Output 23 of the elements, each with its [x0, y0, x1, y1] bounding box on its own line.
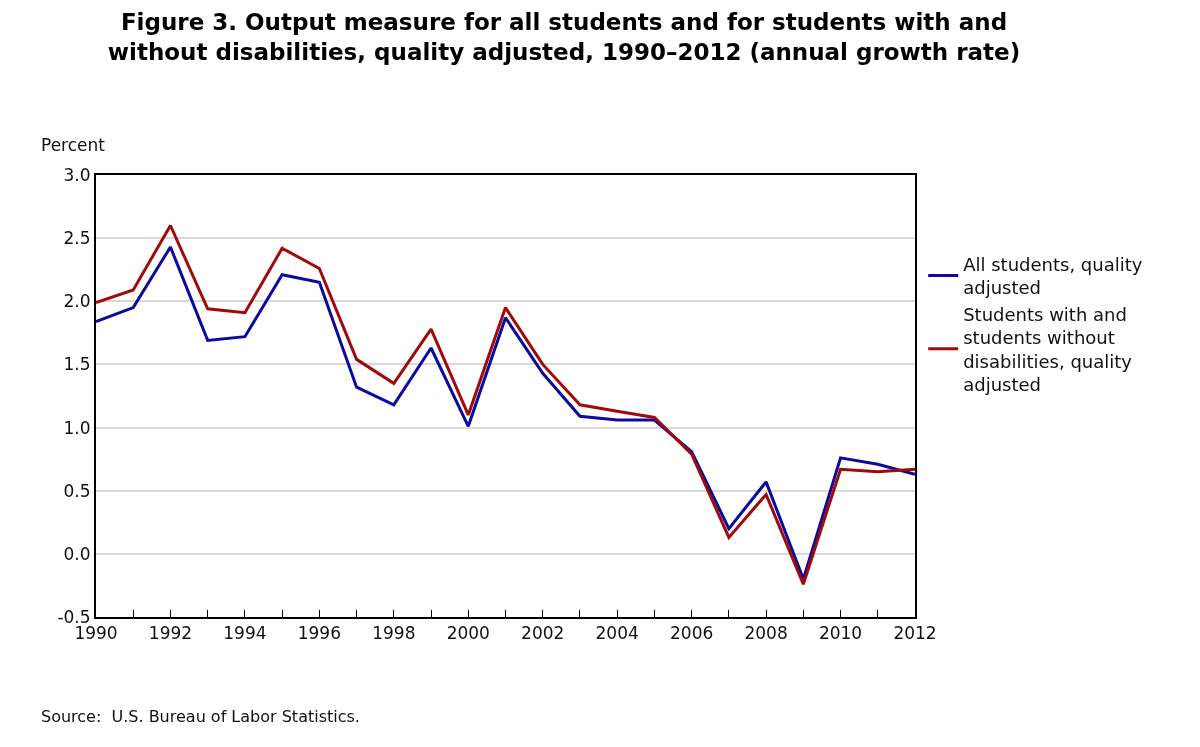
source-note: Source: U.S. Bureau of Labor Statistics.	[41, 707, 360, 726]
x-tick-label: 1992	[148, 623, 193, 644]
x-tick-label: 1996	[297, 623, 341, 644]
x-tick-label: 2006	[670, 623, 714, 644]
legend-label: All students, quality adjusted	[963, 253, 1143, 299]
x-tick-label: 1994	[223, 623, 267, 644]
y-tick-label: 3.0	[63, 164, 91, 185]
y-tick-label: 2.5	[63, 228, 91, 249]
y-tick-label: 2.0	[63, 291, 91, 312]
x-tick-label: 1998	[372, 623, 416, 644]
y-tick-label: 0.0	[63, 543, 91, 564]
y-tick-label: 1.5	[63, 354, 91, 375]
legend-label: Students with and students without disabilities, quality adjusted	[963, 303, 1133, 395]
x-tick-label: 2010	[818, 623, 863, 644]
x-tick-label: 2000	[446, 623, 490, 644]
x-tick-label: 2012	[893, 623, 937, 644]
x-tick-label: 2008	[744, 623, 788, 644]
x-tick-label: 2002	[521, 623, 565, 644]
y-tick-label: 1.0	[63, 417, 91, 438]
chart-title: Figure 3. Output measure for all students and for students with and without disabilities, quality adjusted, 1990–2012 (annual growth rate)	[107, 8, 1021, 65]
y-tick-label: 0.5	[63, 480, 91, 501]
y-axis-title: Percent	[41, 135, 106, 155]
x-tick-label: 2004	[595, 623, 639, 644]
